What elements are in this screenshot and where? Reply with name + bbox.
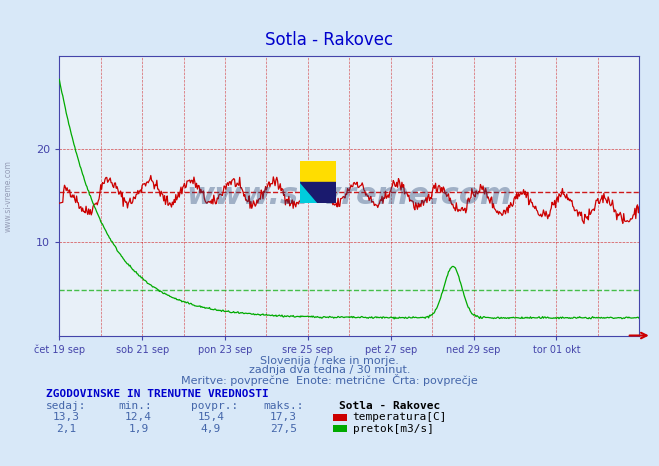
Text: ZGODOVINSKE IN TRENUTNE VREDNOSTI: ZGODOVINSKE IN TRENUTNE VREDNOSTI <box>46 389 269 399</box>
Text: 2,1: 2,1 <box>56 424 76 434</box>
Polygon shape <box>300 182 318 203</box>
Text: Meritve: povprečne  Enote: metrične  Črta: povprečje: Meritve: povprečne Enote: metrične Črta:… <box>181 374 478 386</box>
Text: povpr.:: povpr.: <box>191 401 239 411</box>
Text: Slovenija / reke in morje.: Slovenija / reke in morje. <box>260 356 399 366</box>
Text: 27,5: 27,5 <box>270 424 297 434</box>
Text: maks.:: maks.: <box>264 401 304 411</box>
Text: sedaj:: sedaj: <box>46 401 86 411</box>
Text: Sotla - Rakovec: Sotla - Rakovec <box>266 31 393 48</box>
Text: 13,3: 13,3 <box>53 412 79 422</box>
Polygon shape <box>300 182 336 203</box>
Text: www.si-vreme.com: www.si-vreme.com <box>3 160 13 232</box>
Text: www.si-vreme.com: www.si-vreme.com <box>186 181 512 210</box>
Text: min.:: min.: <box>119 401 152 411</box>
Text: 12,4: 12,4 <box>125 412 152 422</box>
Text: zadnja dva tedna / 30 minut.: zadnja dva tedna / 30 minut. <box>248 365 411 376</box>
Text: Sotla - Rakovec: Sotla - Rakovec <box>339 401 441 411</box>
Text: 17,3: 17,3 <box>270 412 297 422</box>
Text: 1,9: 1,9 <box>129 424 148 434</box>
Text: 15,4: 15,4 <box>198 412 224 422</box>
Text: pretok[m3/s]: pretok[m3/s] <box>353 424 434 434</box>
Bar <box>300 161 336 182</box>
Text: 4,9: 4,9 <box>201 424 221 434</box>
Text: temperatura[C]: temperatura[C] <box>353 412 447 422</box>
